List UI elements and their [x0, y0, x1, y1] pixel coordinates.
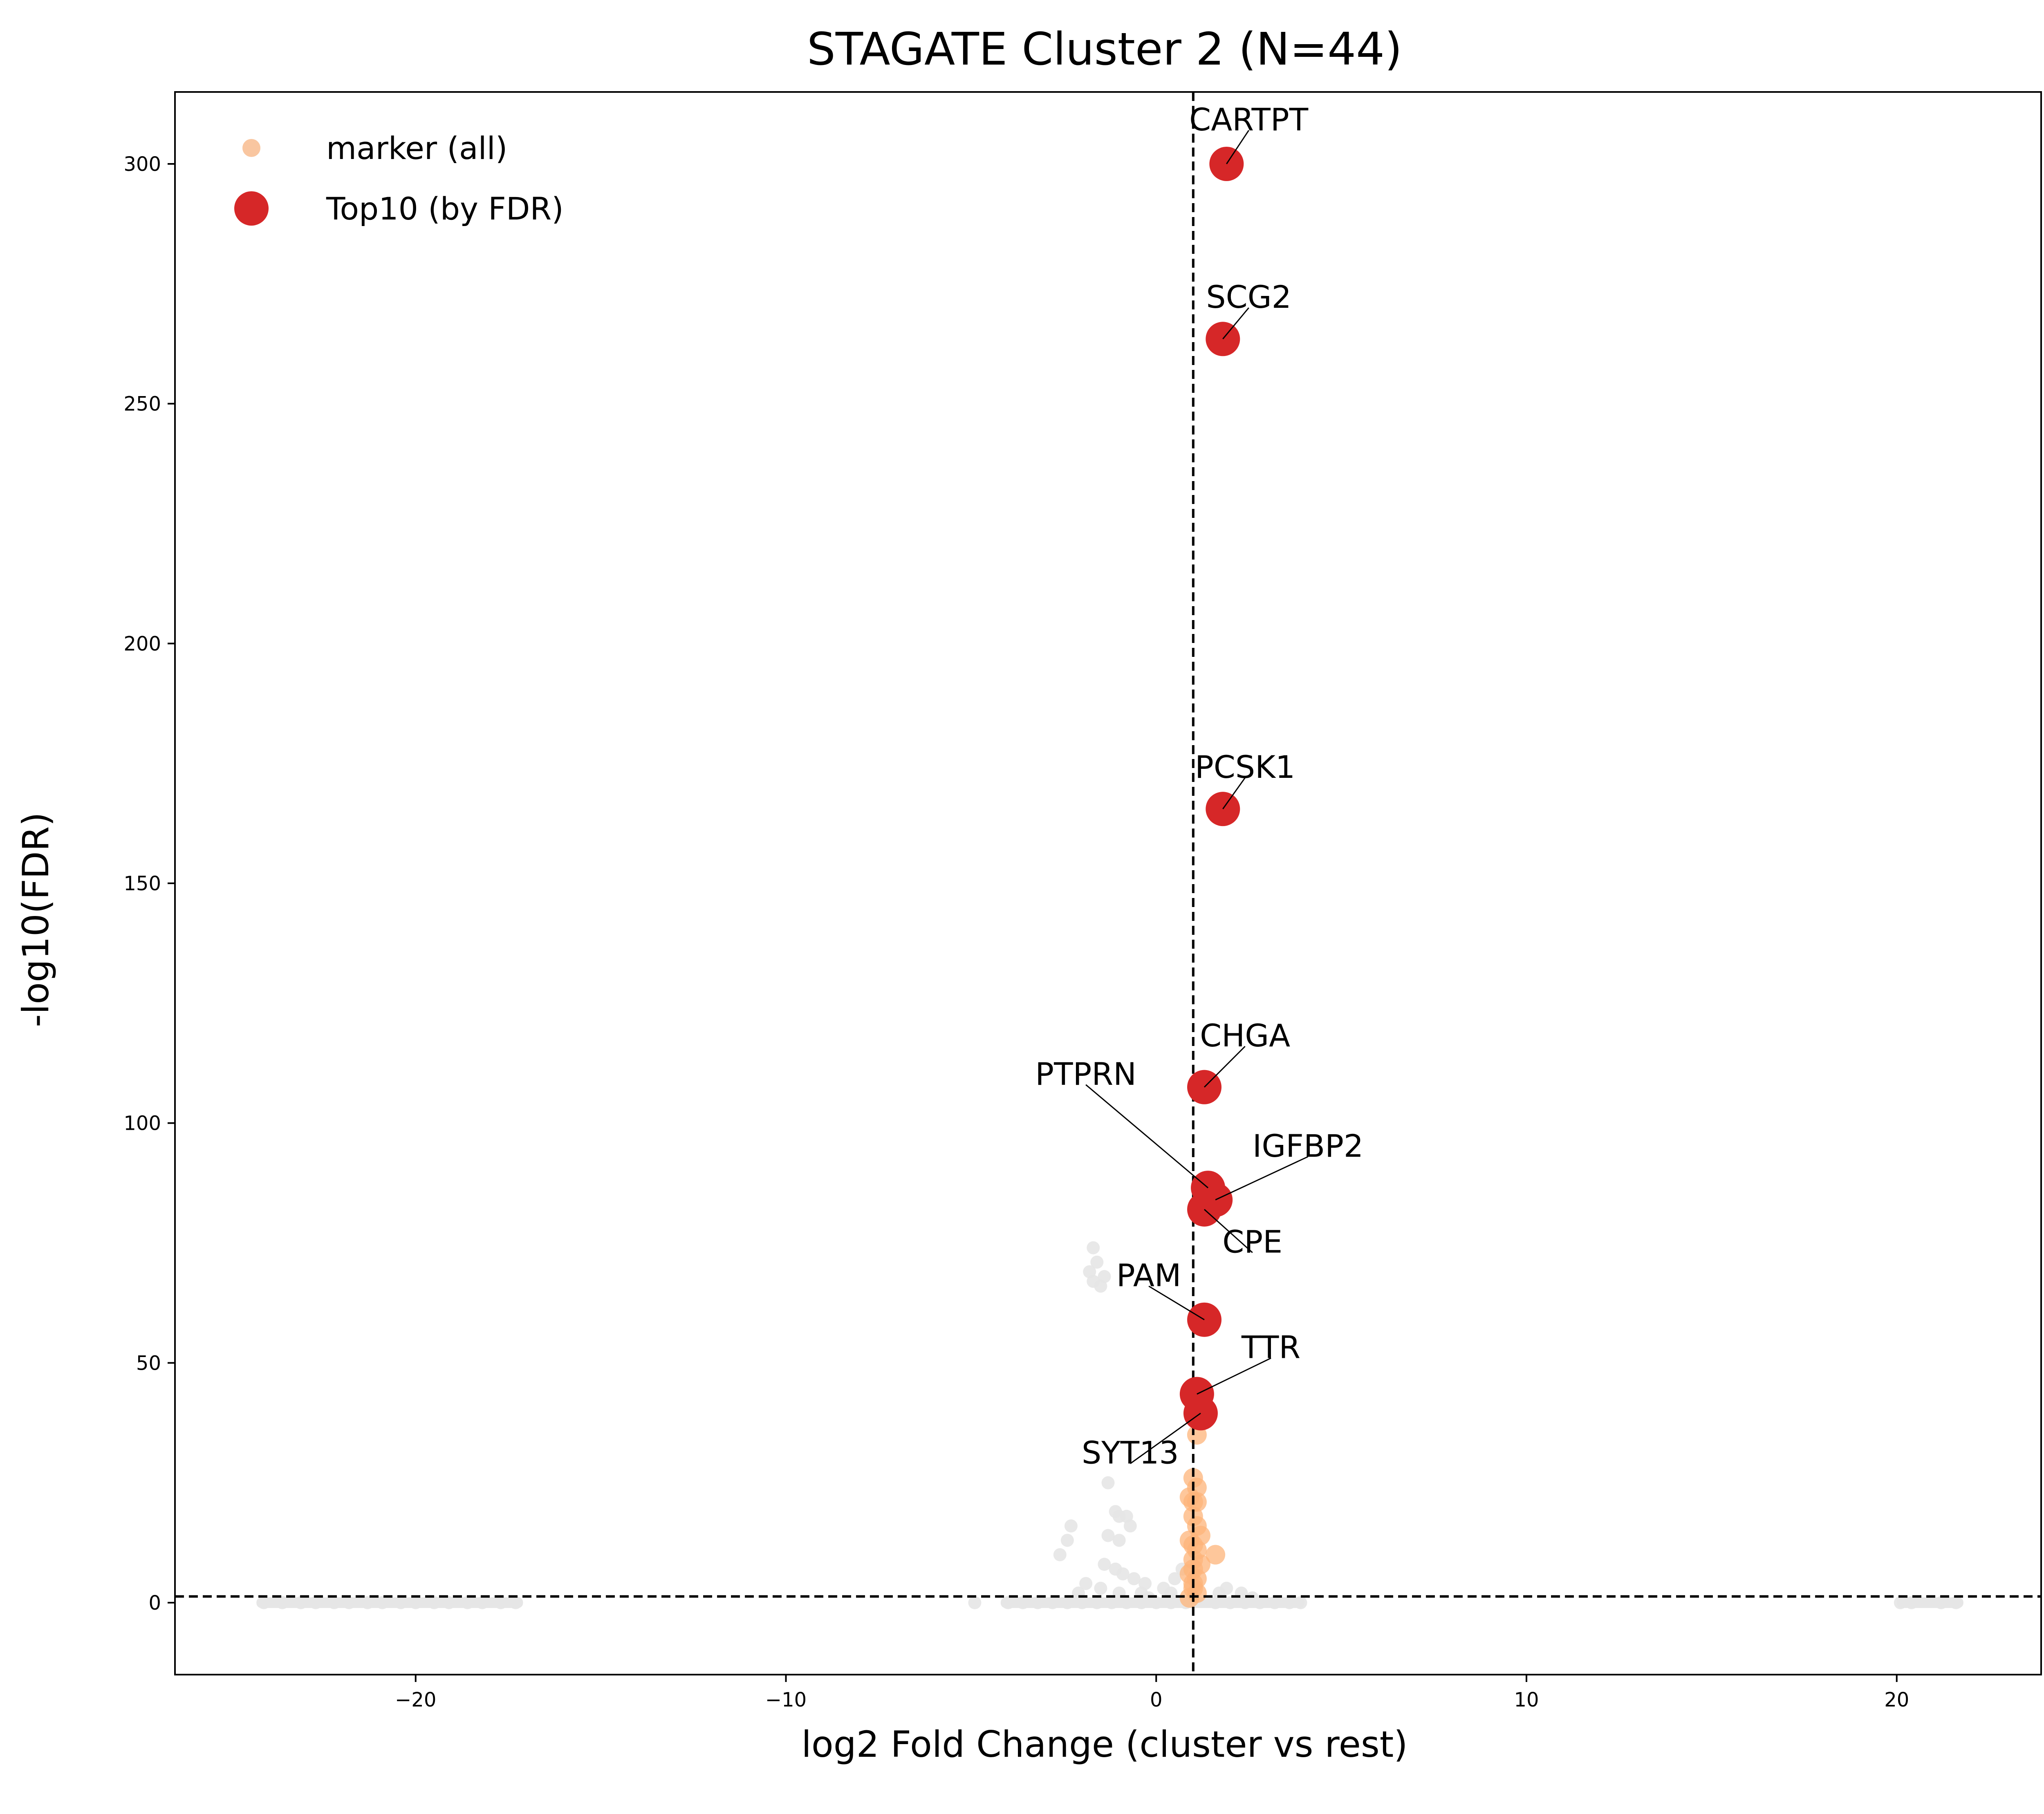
background-point	[1116, 1567, 1130, 1581]
plot-area: CARTPT SCG2 PCSK1 CHGA PTPRN IGFBP2 CPE PAM TTR S…	[175, 92, 2041, 1675]
annotation-line-syt13	[1130, 1413, 1201, 1464]
marker-point	[1206, 1545, 1226, 1565]
background-point	[1123, 1519, 1137, 1533]
gene-label-igfbp2: IGFBP2	[1253, 1128, 1363, 1164]
annotation-line-igfbp2	[1215, 1156, 1309, 1200]
y-tick-label: 150	[123, 872, 161, 895]
annotation-line-scg2	[1222, 307, 1249, 340]
background-band	[256, 1597, 523, 1608]
gene-label-cartpt: CARTPT	[1189, 101, 1309, 138]
annotation-line-cartpt	[1226, 130, 1249, 164]
background-point	[1060, 1534, 1074, 1547]
background-band	[1000, 1597, 1304, 1608]
x-tick-label: 10	[1514, 1689, 1539, 1711]
x-tick-label: 20	[1884, 1689, 1909, 1711]
legend-label: marker (all)	[326, 130, 507, 166]
legend-marker	[234, 191, 269, 226]
y-tick-label: 0	[148, 1592, 161, 1615]
background-band	[1896, 1597, 1963, 1608]
background-point	[1079, 1577, 1093, 1590]
background-point	[1064, 1519, 1078, 1533]
legend-marker	[242, 139, 260, 157]
annotation-line-chga	[1204, 1046, 1246, 1088]
x-tick-label: −10	[765, 1689, 807, 1711]
y-tick-label: 100	[123, 1112, 161, 1135]
background-point	[1090, 1255, 1104, 1269]
gene-label-chga: CHGA	[1200, 1017, 1290, 1054]
chart-title: STAGATE Cluster 2 (N=44)	[807, 23, 1402, 75]
gene-label-pam: PAM	[1116, 1257, 1181, 1294]
background-point	[1094, 1581, 1107, 1595]
legend-label: Top10 (by FDR)	[326, 190, 564, 227]
background-point	[1127, 1572, 1141, 1586]
background-point	[1101, 1476, 1115, 1489]
background-point	[1053, 1548, 1067, 1561]
annotation-line-ttr	[1197, 1357, 1271, 1395]
background-point	[1168, 1572, 1181, 1586]
y-tick-label: 250	[123, 393, 161, 416]
annotation-line-ptprn	[1085, 1084, 1209, 1189]
y-axis-label: -log10(FDR)	[15, 812, 57, 1027]
gene-label-cpe: CPE	[1222, 1223, 1282, 1260]
gene-label-syt13: SYT13	[1082, 1435, 1179, 1471]
background-point	[1101, 1529, 1115, 1542]
background-point	[968, 1596, 982, 1609]
annotation-line-pam	[1148, 1285, 1205, 1321]
background-point	[1098, 1558, 1111, 1571]
gene-label-pcsk1: PCSK1	[1195, 749, 1295, 785]
annotation-line-cpe	[1204, 1209, 1253, 1253]
y-tick-label: 200	[123, 632, 161, 655]
background-point	[1094, 1279, 1107, 1293]
x-tick-label: 0	[1150, 1689, 1163, 1711]
x-axis-label: log2 Fold Change (cluster vs rest)	[801, 1723, 1407, 1765]
y-tick-label: 300	[123, 153, 161, 176]
legend: marker (all) Top10 (by FDR)	[234, 130, 564, 227]
background-point	[1112, 1534, 1126, 1547]
gene-label-ttr: TTR	[1241, 1329, 1300, 1366]
background-point	[1087, 1241, 1100, 1254]
y-tick-label: 50	[136, 1352, 161, 1375]
gene-label-scg2: SCG2	[1206, 279, 1291, 315]
gene-label-ptprn: PTPRN	[1035, 1056, 1136, 1092]
annotation-line-pcsk1	[1222, 777, 1246, 810]
x-tick-label: −20	[395, 1689, 436, 1711]
